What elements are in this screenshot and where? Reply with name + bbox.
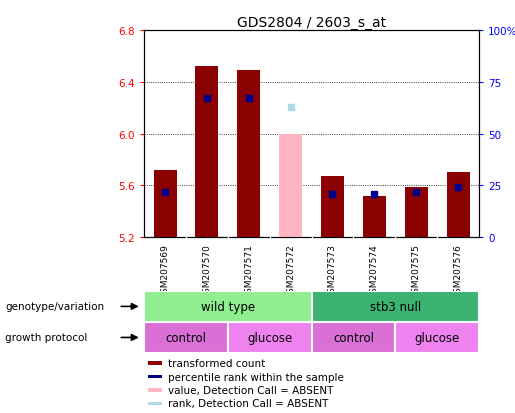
Bar — [228, 322, 312, 353]
Text: percentile rank within the sample: percentile rank within the sample — [168, 372, 344, 382]
Text: GSM207572: GSM207572 — [286, 244, 295, 299]
Text: value, Detection Call = ABSENT: value, Detection Call = ABSENT — [168, 385, 334, 395]
Text: glucose: glucose — [415, 331, 460, 344]
Text: transformed count: transformed count — [168, 358, 266, 368]
Text: GSM207574: GSM207574 — [370, 244, 379, 299]
Bar — [396, 322, 479, 353]
Bar — [405, 187, 427, 237]
Text: wild type: wild type — [201, 300, 255, 313]
Bar — [312, 322, 396, 353]
Bar — [447, 173, 470, 237]
Title: GDS2804 / 2603_s_at: GDS2804 / 2603_s_at — [237, 16, 386, 30]
Text: genotype/variation: genotype/variation — [5, 301, 104, 312]
Text: GSM207573: GSM207573 — [328, 244, 337, 299]
Bar — [148, 388, 162, 392]
Bar — [148, 361, 162, 365]
Text: control: control — [333, 331, 374, 344]
Bar — [148, 375, 162, 379]
Text: GSM207570: GSM207570 — [202, 244, 212, 299]
Text: control: control — [165, 331, 207, 344]
Bar — [196, 67, 218, 237]
Bar — [363, 196, 386, 237]
Bar — [279, 134, 302, 237]
Text: GSM207575: GSM207575 — [411, 244, 421, 299]
Bar — [144, 291, 312, 322]
Text: stb3 null: stb3 null — [370, 300, 421, 313]
Text: glucose: glucose — [247, 331, 293, 344]
Bar — [237, 71, 260, 237]
Text: GSM207569: GSM207569 — [161, 244, 169, 299]
Bar — [144, 322, 228, 353]
Text: GSM207576: GSM207576 — [454, 244, 462, 299]
Bar — [153, 170, 177, 237]
Text: rank, Detection Call = ABSENT: rank, Detection Call = ABSENT — [168, 399, 329, 408]
Bar — [148, 401, 162, 406]
Text: growth protocol: growth protocol — [5, 332, 88, 343]
Bar — [321, 177, 344, 237]
Bar — [312, 291, 479, 322]
Text: GSM207571: GSM207571 — [244, 244, 253, 299]
